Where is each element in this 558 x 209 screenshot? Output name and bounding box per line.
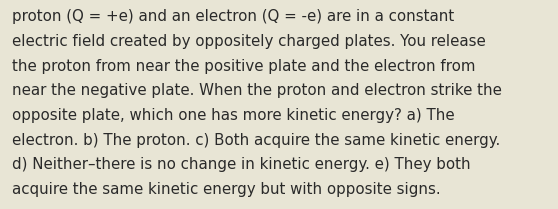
Text: d) Neither–there is no change in kinetic energy. e) They both: d) Neither–there is no change in kinetic… bbox=[12, 157, 471, 172]
Text: acquire the same kinetic energy but with opposite signs.: acquire the same kinetic energy but with… bbox=[12, 182, 441, 197]
Text: opposite plate, which one has more kinetic energy? a) The: opposite plate, which one has more kinet… bbox=[12, 108, 455, 123]
Text: electric field created by oppositely charged plates. You release: electric field created by oppositely cha… bbox=[12, 34, 486, 49]
Text: near the negative plate. When the proton and electron strike the: near the negative plate. When the proton… bbox=[12, 83, 502, 98]
Text: proton (Q = +e) and an electron (Q = -e) are in a constant: proton (Q = +e) and an electron (Q = -e)… bbox=[12, 9, 455, 24]
Text: electron. b) The proton. c) Both acquire the same kinetic energy.: electron. b) The proton. c) Both acquire… bbox=[12, 133, 501, 148]
Text: the proton from near the positive plate and the electron from: the proton from near the positive plate … bbox=[12, 59, 476, 74]
